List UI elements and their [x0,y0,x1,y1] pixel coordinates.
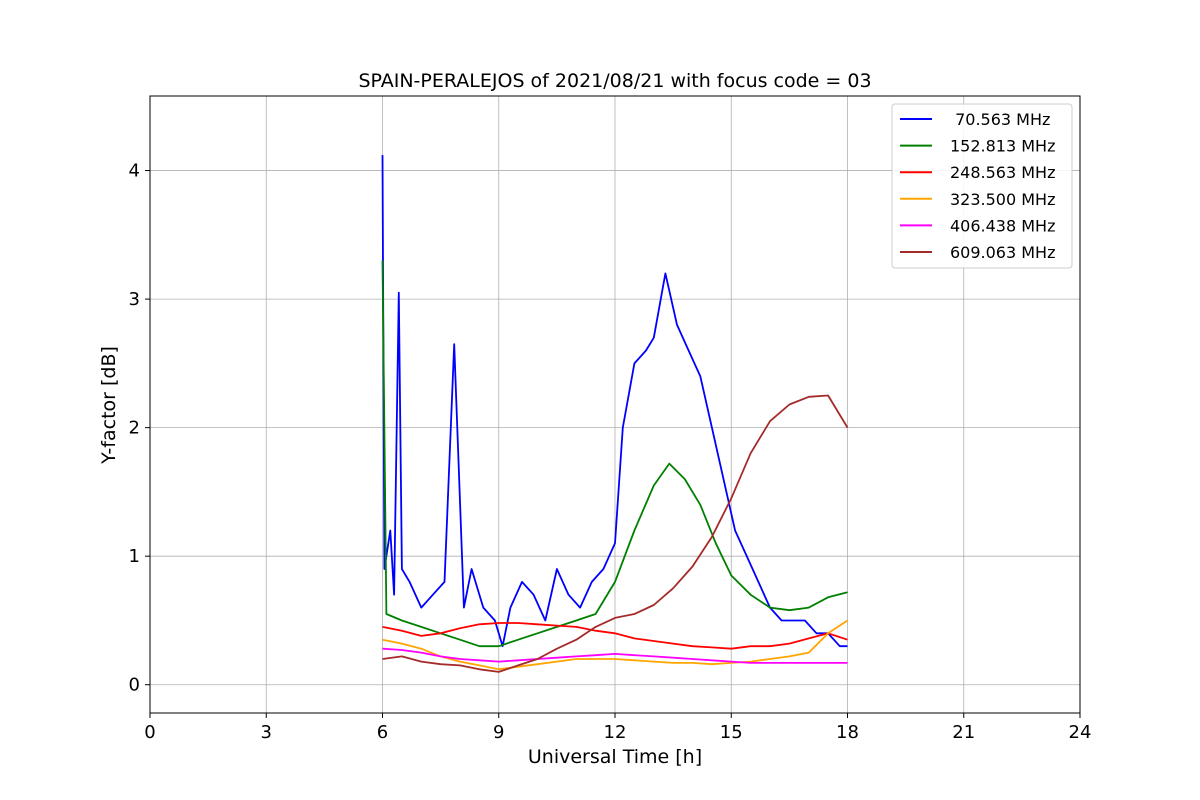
legend-label-0: 70.563 MHz [950,110,1050,129]
legend-label-3: 323.500 MHz [950,190,1055,209]
y-tick-label: 4 [129,161,140,182]
x-tick-label: 24 [1069,722,1092,743]
series-layer [381,155,849,673]
x-tick-label: 18 [836,722,859,743]
x-axis-label: Universal Time [h] [528,746,702,768]
x-tick-label: 6 [377,722,388,743]
x-tick-label: 15 [720,722,743,743]
y-axis-label: Y-factor [dB] [98,346,120,465]
chart-title: SPAIN-PERALEJOS of 2021/08/21 with focus… [358,70,871,92]
y-tick-label: 2 [129,418,140,439]
series-line-1 [381,260,848,648]
y-tick-label: 0 [129,675,140,696]
series-line-0 [381,155,848,648]
legend-label-4: 406.438 MHz [950,216,1055,235]
x-tick-label: 21 [952,722,975,743]
series-line-5 [382,394,849,673]
legend-label-2: 248.563 MHz [950,163,1055,182]
y-tick-label: 1 [129,546,140,567]
y-tick-label: 3 [129,289,140,310]
x-tick-label: 0 [144,722,155,743]
legend-label-5: 609.063 MHz [950,243,1055,262]
x-tick-label: 12 [604,722,627,743]
legend-box [891,103,1073,269]
x-tick-label: 9 [493,722,504,743]
series-line-4 [382,647,848,664]
series-line-3 [382,619,848,671]
x-tick-label: 3 [261,722,272,743]
legend: 70.563 MHz 152.813 MHz 248.563 MHz 323.500 … [891,103,1073,269]
series-line-2 [382,622,848,650]
legend-label-1: 152.813 MHz [950,137,1055,156]
